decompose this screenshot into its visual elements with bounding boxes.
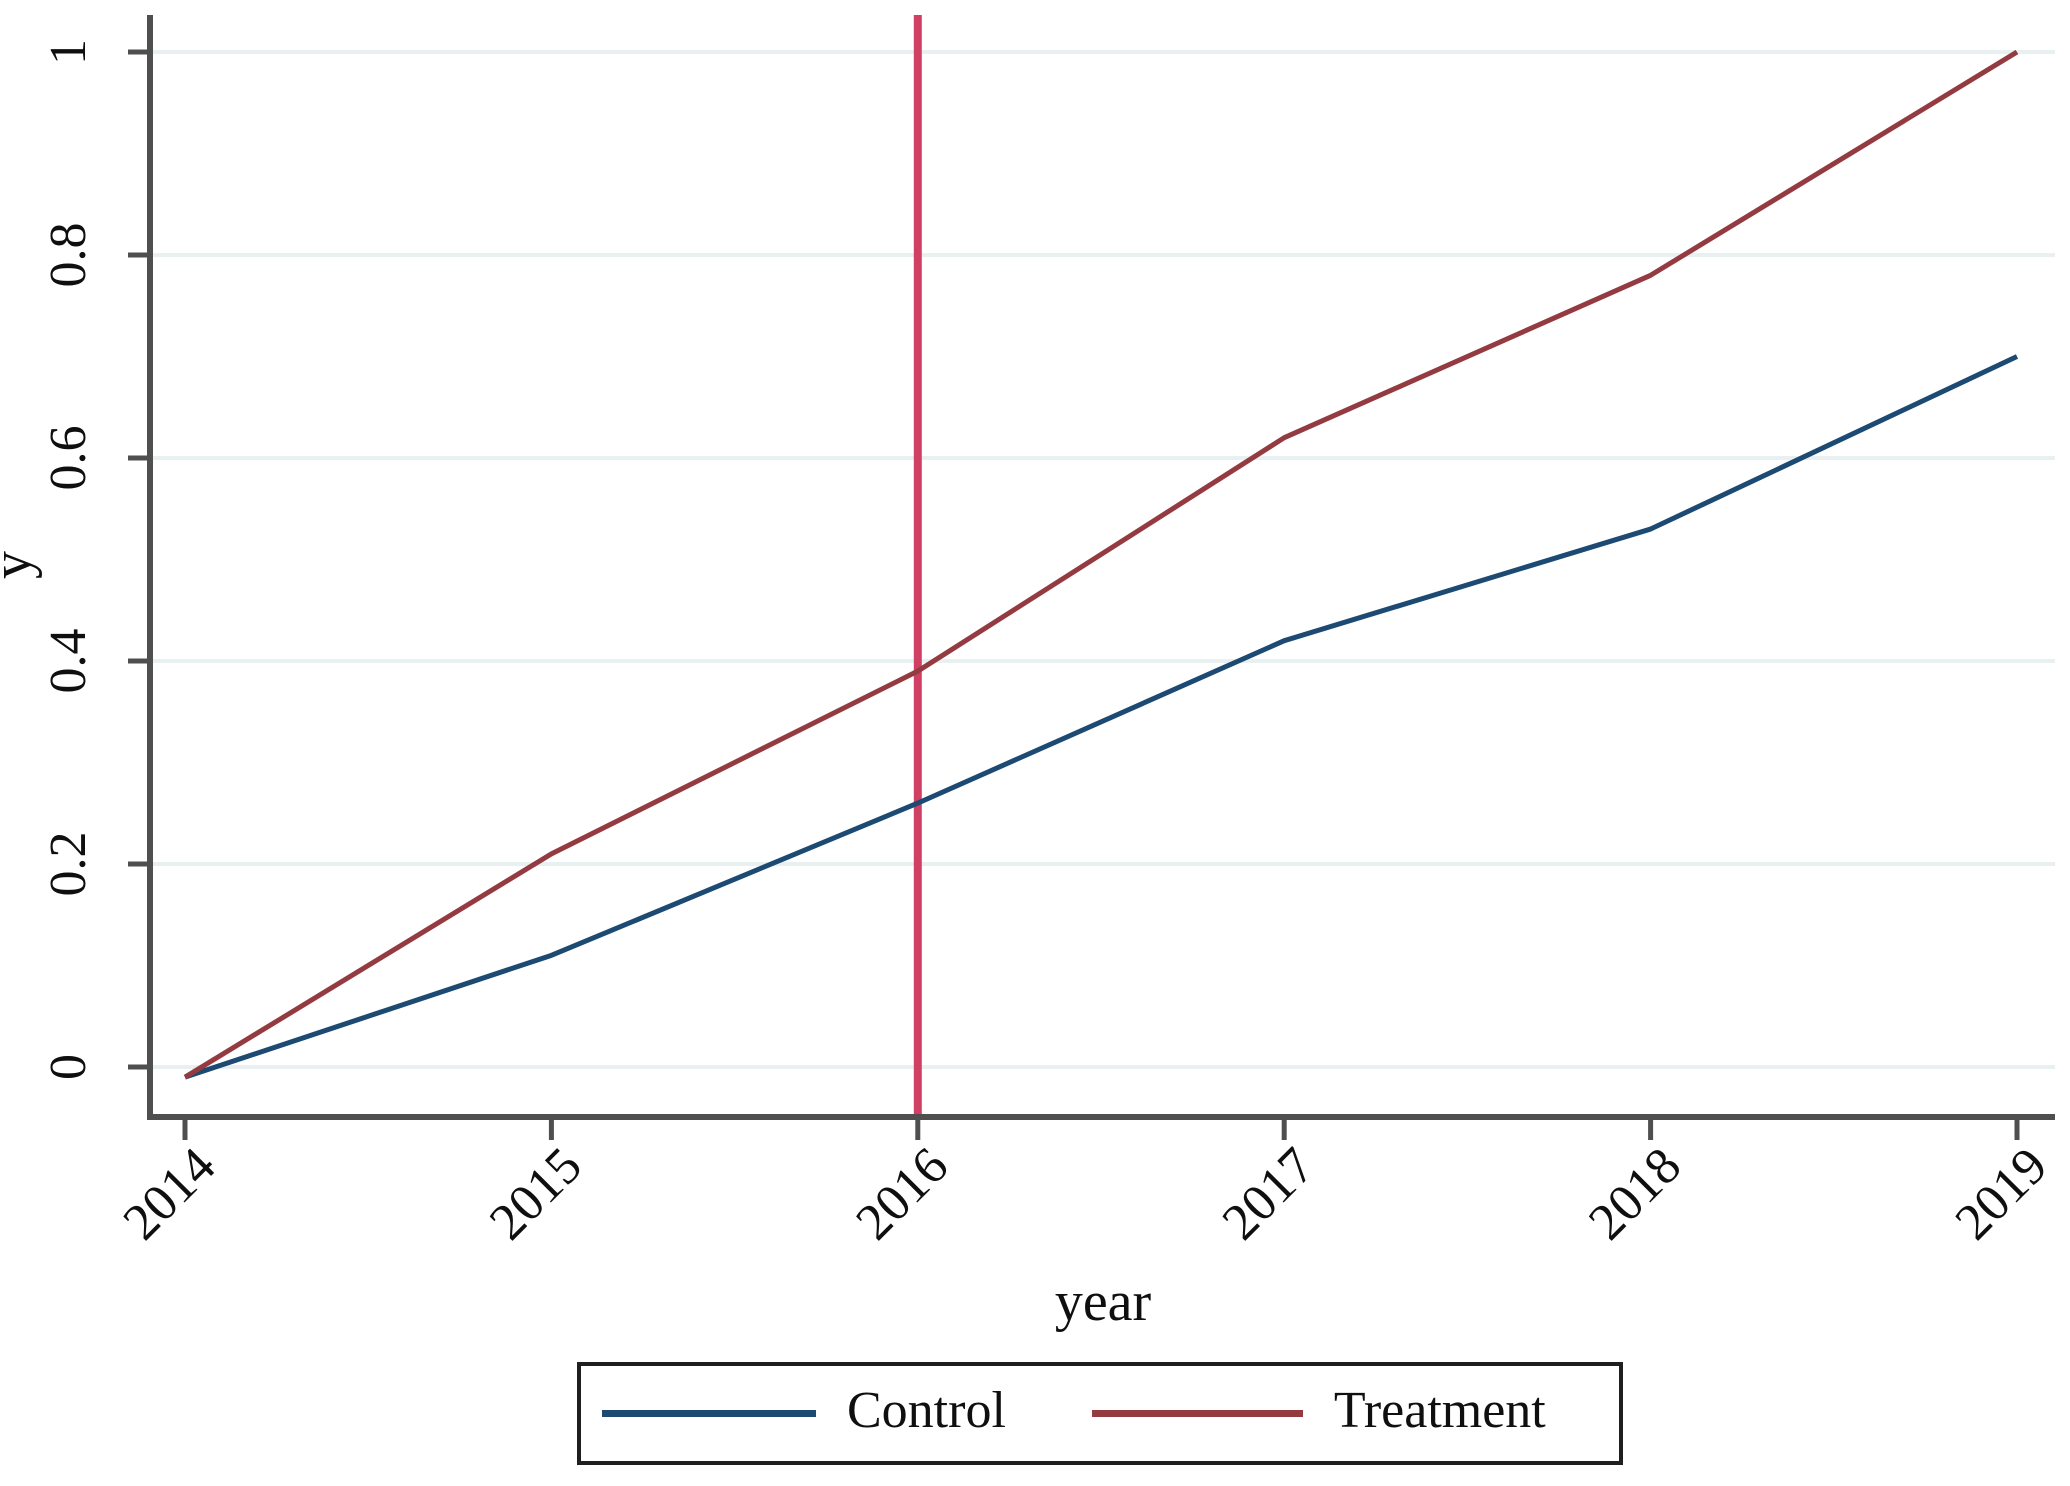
x-tick-label: 2019 (1945, 1137, 2059, 1251)
x-tick-label: 2015 (479, 1137, 593, 1251)
series-line-control (184, 354, 2019, 1080)
legend: Control Treatment (577, 1362, 1623, 1465)
y-tick-label: 0.4 (40, 629, 97, 694)
y-tick-label: 0.6 (40, 426, 97, 491)
y-tick-label: 0 (40, 1054, 97, 1080)
legend-label-treatment: Treatment (1333, 1381, 1546, 1439)
legend-line-sample-treatment (1091, 1410, 1303, 1417)
legend-line-sample-control (602, 1410, 816, 1417)
x-tick-label: 2016 (845, 1137, 959, 1251)
x-tick-label: 2014 (113, 1137, 227, 1251)
gridlines (150, 50, 2055, 1069)
y-tick-label: 0.8 (40, 223, 97, 288)
data-series-group (183, 49, 2019, 1080)
series-line-treatment (183, 49, 2019, 1080)
x-tick-label: 2018 (1578, 1137, 1692, 1251)
y-tick-label: 0.2 (40, 832, 97, 897)
x-axis-title: year (1055, 1271, 1152, 1333)
y-axis-title: y (0, 551, 43, 579)
x-tick-label: 2017 (1212, 1137, 1326, 1251)
y-tick-label: 1 (40, 39, 97, 65)
legend-label-control: Control (847, 1381, 1006, 1439)
axis-tick-labels: 0 0.2 0.4 0.6 0.8 1 2014 2015 2016 2017 2018 2019 (40, 39, 2058, 1251)
axis-ticks (128, 49, 2020, 1140)
